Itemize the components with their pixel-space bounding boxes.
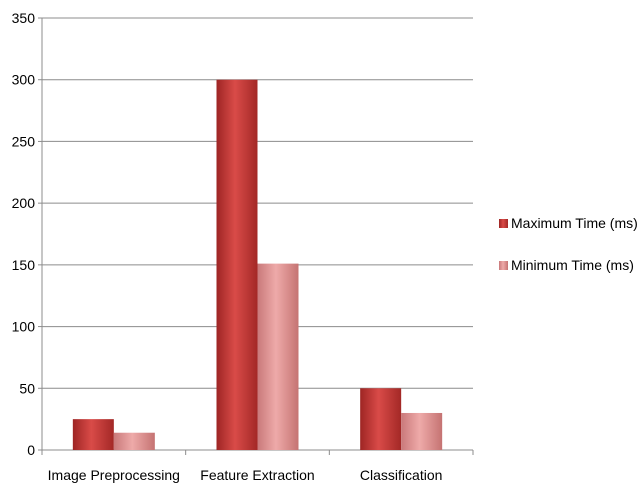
y-tick-label: 100 — [12, 319, 36, 335]
y-tick-label: 50 — [19, 380, 35, 396]
bars — [72, 79, 443, 450]
x-category-label: Feature Extraction — [200, 467, 314, 483]
bar-maximum-feature-extraction — [216, 79, 258, 450]
bar-maximum-image-preprocessing — [72, 419, 114, 450]
legend-label: Minimum Time (ms) — [511, 257, 634, 273]
bar-maximum-classification — [360, 388, 402, 450]
x-category-label: Classification — [360, 467, 442, 483]
y-tick-label: 250 — [12, 133, 36, 149]
y-tick-label: 300 — [12, 72, 36, 88]
bar-minimum-classification — [401, 412, 443, 450]
bar-minimum-feature-extraction — [257, 263, 299, 450]
legend-label: Maximum Time (ms) — [511, 215, 638, 231]
x-category-label: Image Preprocessing — [48, 467, 180, 483]
y-tick-label: 200 — [12, 195, 36, 211]
y-tick-label: 350 — [12, 10, 36, 26]
y-tick-label: 0 — [27, 442, 35, 458]
legend-swatch — [499, 261, 508, 270]
tick-labels: 0 50 100 150 200 250 300 350 Image Preprocessing… — [12, 10, 443, 483]
legend-swatch — [499, 219, 508, 228]
bar-minimum-image-preprocessing — [113, 432, 155, 450]
legend: Maximum Time (ms) Minimum Time (ms) — [499, 215, 638, 273]
y-tick-label: 150 — [12, 257, 36, 273]
